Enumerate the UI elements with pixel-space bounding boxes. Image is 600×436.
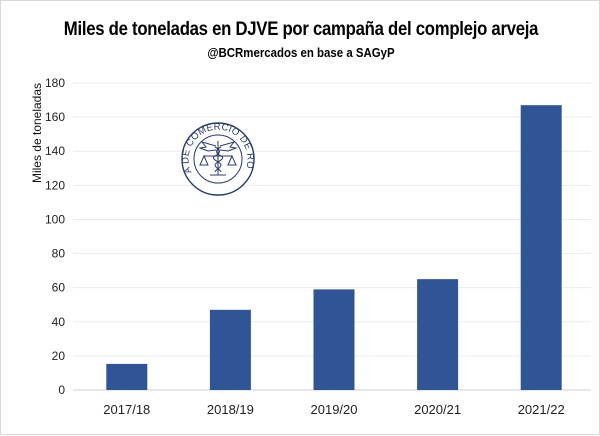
x-tick-label: 2018/19 [207,402,254,417]
y-axis-label: Miles de toneladas [30,83,44,183]
bar-2017-18 [106,363,148,390]
gridlines [73,82,591,391]
y-tick-label: 40 [52,315,66,329]
y-tick-label: 60 [52,281,66,295]
x-tick-label: 2021/22 [518,402,565,417]
y-tick-label: 20 [52,349,66,363]
x-tick-label: 2019/20 [311,402,358,417]
chart-subtitle: @BCRmercados en base a SAGyP [207,45,395,60]
x-tick-label: 2020/21 [414,402,461,417]
bcr-logo-watermark: BOLSA DE COMERCIO DE ROSARIO [180,122,255,196]
y-tick-label: 0 [58,383,65,397]
x-axis-ticks: 2017/18 2018/19 2019/20 2020/21 2021/22 [103,402,564,417]
y-tick-label: 80 [52,247,66,261]
x-tick-label: 2017/18 [103,402,150,417]
y-tick-label: 120 [45,178,65,192]
y-tick-label: 140 [45,144,65,158]
bar-2021-22 [520,105,562,390]
y-axis-ticks: 0 20 40 60 80 100 120 140 160 180 [45,76,65,397]
chart-title: Miles de toneladas en DJVE por campaña d… [63,19,539,40]
y-tick-label: 180 [45,76,65,90]
bar-2019-20 [313,289,355,390]
bar-2020-21 [417,279,459,390]
y-tick-label: 100 [45,212,65,226]
bars [106,105,562,390]
logo-inner-ring [193,134,243,184]
bar-2018-19 [209,309,251,390]
y-tick-label: 160 [45,110,65,124]
caduceus-scales-icon [198,141,238,176]
